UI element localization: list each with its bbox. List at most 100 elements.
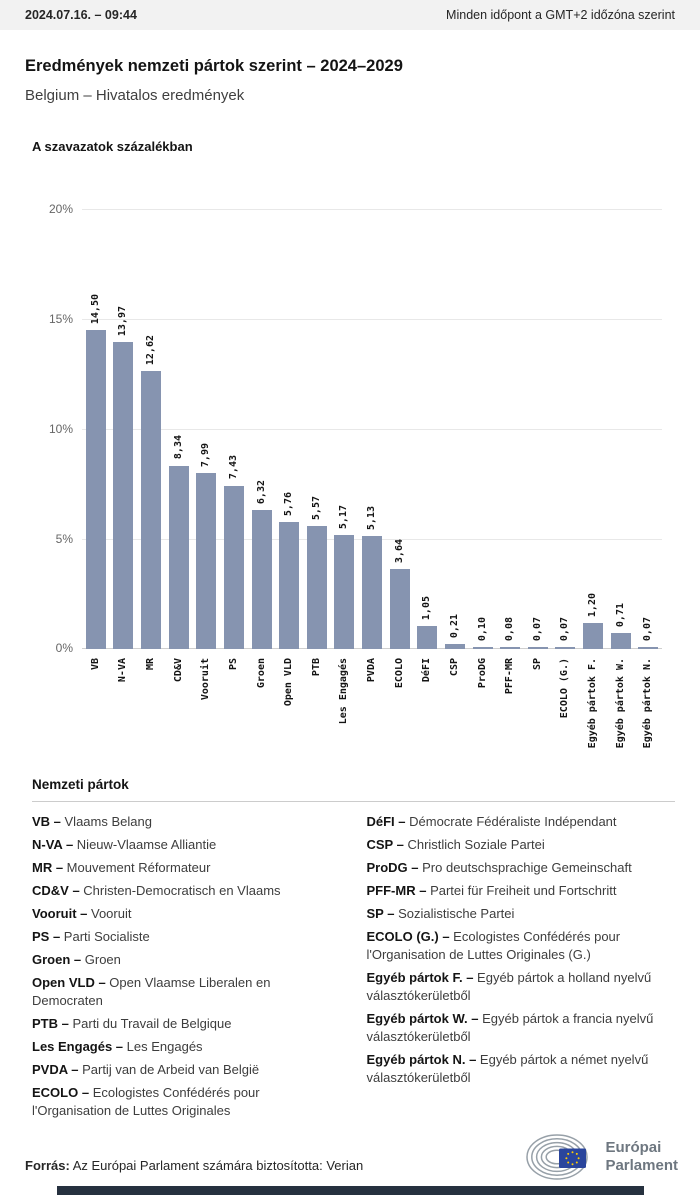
x-label-slot: CD&V <box>165 649 193 775</box>
ep-logo-text: Európai Parlament <box>605 1139 678 1176</box>
bar-Egyéb pártok N.[interactable] <box>638 647 659 649</box>
party-full-name: Parti Socialiste <box>63 929 150 944</box>
party-full-name: Nieuw-Vlaamse Alliantie <box>76 837 217 852</box>
bar-ECOLO (G.)[interactable] <box>555 647 576 649</box>
bar-Les Engagés[interactable] <box>334 535 355 649</box>
ep-logo-line1: Európai <box>605 1138 662 1156</box>
x-axis-label-Egyéb pártok F.: Egyéb pártok F. <box>587 658 599 749</box>
bar-slot: 8,34 <box>165 209 193 649</box>
legend-left-column: VB – Vlaams Belang N-VA – Nieuw-Vlaamse A… <box>32 813 341 1125</box>
x-axis-label-Vooruit: Vooruit <box>200 658 212 701</box>
bar-slot: 5,13 <box>358 209 386 649</box>
x-axis-label-Open VLD: Open VLD <box>283 658 295 707</box>
bar-ProDG[interactable] <box>472 646 493 649</box>
bar-PVDA[interactable] <box>362 536 383 649</box>
party-abbreviation: ECOLO (G.) – <box>366 929 454 944</box>
legend-heading: Nemzeti pártok <box>32 777 129 792</box>
bar-Vooruit[interactable] <box>196 473 217 649</box>
legend-entry: ECOLO (G.) – Ecologistes Confédérés pour… <box>367 928 676 964</box>
bar-CD&V[interactable] <box>168 465 189 649</box>
bar-slot: 0,21 <box>441 209 469 649</box>
bar-value-label: 6,32 <box>255 479 267 504</box>
x-axis-label-PTB: PTB <box>310 658 322 677</box>
bar-value-label: 13,97 <box>117 305 129 336</box>
x-label-slot: VB <box>82 649 110 775</box>
party-abbreviation: ECOLO – <box>32 1085 93 1100</box>
bar-value-label: 0,07 <box>642 617 654 642</box>
bar-Egyéb pártok F.[interactable] <box>583 622 604 649</box>
chart-bars: 14,50 13,97 12,62 8,34 7,99 7,43 6,32 5,76 5,57 5… <box>82 209 662 649</box>
party-abbreviation: N-VA – <box>32 837 77 852</box>
x-label-slot: Vooruit <box>193 649 221 775</box>
party-legend-section: Nemzeti pártok VB – Vlaams Belang N-VA – … <box>25 777 675 1125</box>
bar-Open VLD[interactable] <box>279 522 300 649</box>
legend-entry: Les Engagés – Les Engagés <box>32 1038 341 1056</box>
bar-VB[interactable] <box>85 330 106 649</box>
bar-DéFI[interactable] <box>417 625 438 649</box>
bar-slot: 0,10 <box>469 209 497 649</box>
bar-slot: 6,32 <box>248 209 276 649</box>
x-axis-label-DéFI: DéFI <box>421 658 433 683</box>
party-full-name: Démocrate Fédéraliste Indépendant <box>409 814 617 829</box>
ep-hemicycle-icon <box>526 1134 589 1180</box>
x-label-slot: ECOLO <box>386 649 414 775</box>
bar-value-label: 1,05 <box>421 595 433 620</box>
bar-slot: 13,97 <box>110 209 138 649</box>
legend-entry: N-VA – Nieuw-Vlaamse Alliantie <box>32 836 341 854</box>
page-title: Eredmények nemzeti pártok szerint – 2024… <box>25 57 403 75</box>
bar-N-VA[interactable] <box>113 341 134 649</box>
bar-slot: 5,76 <box>275 209 303 649</box>
party-abbreviation: PTB – <box>32 1016 73 1031</box>
legend-entry: Vooruit – Vooruit <box>32 905 341 923</box>
bar-slot: 7,43 <box>220 209 248 649</box>
bar-ECOLO[interactable] <box>389 568 410 649</box>
bar-slot: 1,20 <box>579 209 607 649</box>
party-full-name: Les Engagés <box>126 1039 203 1054</box>
legend-divider <box>32 801 675 802</box>
bar-value-label: 0,21 <box>448 614 460 639</box>
x-axis-label-CSP: CSP <box>448 658 460 677</box>
party-full-name: Partei für Freiheit und Fortschritt <box>430 883 617 898</box>
party-full-name: Partij van de Arbeid van België <box>82 1062 260 1077</box>
bar-slot: 5,17 <box>331 209 359 649</box>
bar-MR[interactable] <box>141 371 162 649</box>
bar-PS[interactable] <box>223 485 244 649</box>
x-label-slot: DéFI <box>414 649 442 775</box>
bar-Groen[interactable] <box>251 509 272 649</box>
legend-entry: MR – Mouvement Réformateur <box>32 859 341 877</box>
legend-entry: ECOLO – Ecologistes Confédérés pour l'Or… <box>32 1084 341 1120</box>
party-abbreviation: Les Engagés – <box>32 1039 127 1054</box>
bar-PFF-MR[interactable] <box>500 647 521 649</box>
bar-PTB[interactable] <box>306 526 327 649</box>
party-full-name: Parti du Travail de Belgique <box>72 1016 232 1031</box>
y-axis-tick-label: 10% <box>48 422 73 436</box>
legend-right-column: DéFI – Démocrate Fédéraliste Indépendant… <box>367 813 676 1125</box>
party-full-name: Sozialistische Partei <box>398 906 515 921</box>
bar-slot: 0,07 <box>552 209 580 649</box>
bar-CSP[interactable] <box>444 644 465 649</box>
y-axis-tick-label: 0% <box>55 641 73 655</box>
bar-slot: 3,64 <box>386 209 414 649</box>
bar-value-label: 7,43 <box>227 455 239 480</box>
x-label-slot: Egyéb pártok F. <box>579 649 607 775</box>
legend-entry: CSP – Christlich Soziale Partei <box>367 836 676 854</box>
bar-slot: 12,62 <box>137 209 165 649</box>
bar-value-label: 1,20 <box>587 592 599 617</box>
bottom-bar <box>57 1186 644 1195</box>
party-full-name: Egyéb pártok a német nyelvű választókerü… <box>366 1052 649 1085</box>
bar-Egyéb pártok W.[interactable] <box>610 633 631 649</box>
x-label-slot: Les Engagés <box>331 649 359 775</box>
bar-value-label: 8,34 <box>172 435 184 460</box>
bar-SP[interactable] <box>527 647 548 649</box>
party-abbreviation: PVDA – <box>32 1062 83 1077</box>
x-label-slot: PFF-MR <box>496 649 524 775</box>
bar-slot: 0,08 <box>496 209 524 649</box>
top-bar: 2024.07.16. – 09:44 Minden időpont a GMT… <box>0 0 700 30</box>
chart-x-axis-labels: VB N-VA MR CD&V Vooruit PS Groen Open VLD PTB Les… <box>82 649 662 775</box>
bar-slot: 0,71 <box>607 209 635 649</box>
x-label-slot: Open VLD <box>275 649 303 775</box>
party-full-name: Ecologistes Confédérés pour l'Organisati… <box>32 1085 260 1118</box>
party-full-name: Egyéb pártok a holland nyelvű választóke… <box>366 970 652 1003</box>
legend-entry: PVDA – Partij van de Arbeid van België <box>32 1061 341 1079</box>
party-abbreviation: CSP – <box>366 837 408 852</box>
